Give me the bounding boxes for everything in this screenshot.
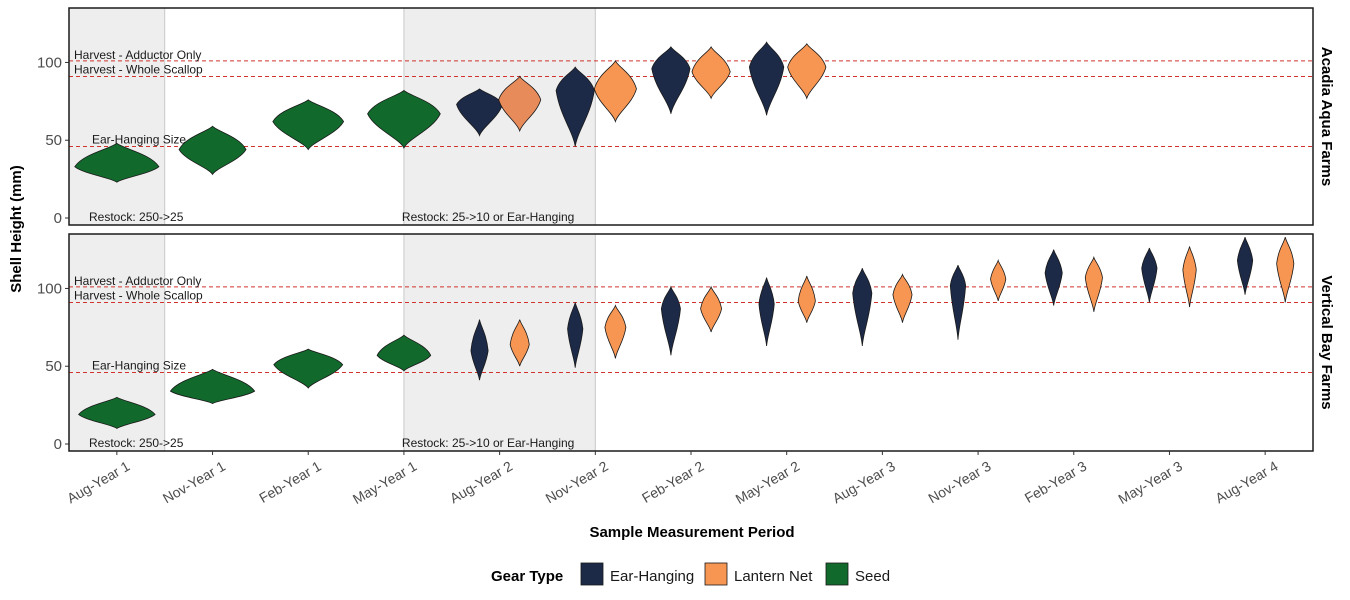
shaded-period-0 bbox=[68, 7, 166, 226]
violin-lantern-net bbox=[593, 59, 637, 124]
violin-seed bbox=[272, 99, 345, 151]
violin-lantern-net bbox=[700, 285, 723, 333]
violin-seed bbox=[169, 368, 256, 405]
violin-lantern-net bbox=[1182, 246, 1197, 308]
panel-strip-label: Acadia Aqua Farms bbox=[1318, 47, 1335, 187]
x-tick-label: May-Year 1 bbox=[350, 458, 420, 507]
violin-ear-hanging bbox=[758, 277, 775, 347]
y-tick-label: 100 bbox=[37, 54, 62, 71]
panel-border bbox=[68, 7, 1314, 226]
legend-title: Gear Type bbox=[491, 568, 563, 585]
shaded-period-label: Restock: 25->10 or Ear-Hanging bbox=[402, 436, 574, 450]
violin-ear-hanging bbox=[949, 264, 967, 340]
shaded-period-label: Restock: 250->25 bbox=[89, 210, 184, 224]
x-tick-label: May-Year 2 bbox=[733, 458, 803, 507]
legend-label: Ear-Hanging bbox=[610, 568, 694, 585]
x-tick-label: May-Year 3 bbox=[1115, 458, 1185, 507]
reference-line-label: Harvest - Whole Scallop bbox=[74, 62, 203, 76]
violin-ear-hanging bbox=[1141, 247, 1158, 303]
violin-ear-hanging bbox=[852, 268, 873, 347]
reference-line-label: Harvest - Adductor Only bbox=[74, 48, 201, 62]
panel-background bbox=[69, 8, 1313, 225]
violin-lantern-net bbox=[498, 75, 542, 133]
legend-label: Seed bbox=[855, 568, 890, 585]
x-tick-label: Aug-Year 3 bbox=[830, 458, 898, 507]
violin-lantern-net bbox=[797, 275, 816, 323]
violin-ear-hanging bbox=[555, 66, 595, 147]
x-axis-ticks: Aug-Year 1 Nov-Year 1 Feb-Year 1 May-Year 1… bbox=[64, 451, 1281, 507]
legend-key-ear-hanging bbox=[580, 562, 604, 586]
shaded-period-label: Restock: 25->10 or Ear-Hanging bbox=[402, 210, 574, 224]
x-tick-label: Nov-Year 3 bbox=[925, 458, 993, 507]
violin-lantern-net bbox=[509, 319, 530, 367]
violin-seed bbox=[178, 125, 247, 176]
violin-ear-hanging bbox=[1044, 249, 1063, 306]
violin-lantern-net bbox=[604, 304, 627, 359]
x-tick-label: Feb-Year 2 bbox=[639, 458, 707, 506]
reference-line-label: Harvest - Adductor Only bbox=[74, 274, 201, 288]
violin-lantern-net bbox=[990, 258, 1007, 301]
panel-1: Restock: 250->25 Restock: 25->10 or Ear-H… bbox=[37, 233, 1335, 453]
violin-ear-hanging bbox=[470, 319, 489, 381]
violin-ear-hanging bbox=[748, 41, 785, 116]
violin-lantern-net bbox=[787, 42, 827, 100]
x-tick-label: Nov-Year 2 bbox=[543, 458, 611, 507]
violin-seed bbox=[78, 396, 156, 429]
reference-line-label: Ear-Hanging Size bbox=[92, 358, 186, 372]
violin-ear-hanging bbox=[1236, 237, 1254, 295]
y-tick-label: 0 bbox=[54, 436, 62, 453]
violin-ear-hanging bbox=[456, 88, 503, 137]
x-axis-title: Sample Measurement Period bbox=[589, 524, 794, 541]
legend-key-lantern-net bbox=[704, 562, 728, 586]
y-axis-title: Shell Height (mm) bbox=[8, 165, 25, 293]
reference-line-label: Ear-Hanging Size bbox=[92, 132, 186, 146]
legend-key-seed bbox=[825, 562, 849, 586]
shaded-period-1 bbox=[403, 233, 596, 452]
violin-lantern-net bbox=[691, 46, 731, 100]
violin-lantern-net bbox=[1276, 237, 1295, 303]
violin-ear-hanging bbox=[660, 285, 681, 356]
violin-ear-hanging bbox=[567, 302, 584, 368]
violin-seed bbox=[367, 89, 441, 149]
panel-strip-label: Vertical Bay Farms bbox=[1318, 275, 1335, 409]
violin-seed bbox=[74, 142, 160, 183]
reference-line-label: Harvest - Whole Scallop bbox=[74, 288, 203, 302]
legend-label: Lantern Net bbox=[734, 568, 813, 585]
panels: Restock: 250->25 Restock: 25->10 or Ear-H… bbox=[37, 7, 1335, 453]
violin-seed bbox=[273, 348, 344, 389]
x-tick-label: Aug-Year 4 bbox=[1212, 458, 1280, 507]
legend: Gear Type Ear-Hanging Lantern Net Seed bbox=[491, 562, 890, 586]
x-tick-label: Aug-Year 2 bbox=[447, 458, 515, 507]
y-tick-label: 100 bbox=[37, 280, 62, 297]
x-tick-label: Feb-Year 3 bbox=[1022, 458, 1090, 506]
violin-ear-hanging bbox=[651, 46, 691, 114]
x-tick-label: Aug-Year 1 bbox=[64, 458, 132, 507]
shaded-period-label: Restock: 250->25 bbox=[89, 436, 184, 450]
violin-lantern-net bbox=[1084, 255, 1103, 312]
violin-lantern-net bbox=[892, 273, 913, 323]
y-tick-label: 0 bbox=[54, 210, 62, 227]
x-tick-label: Feb-Year 1 bbox=[256, 458, 324, 506]
y-tick-label: 50 bbox=[45, 358, 62, 375]
panel-background bbox=[69, 234, 1313, 451]
violin-seed bbox=[376, 334, 432, 372]
panel-0: Restock: 250->25 Restock: 25->10 or Ear-H… bbox=[37, 7, 1335, 227]
x-tick-label: Nov-Year 1 bbox=[160, 458, 228, 507]
y-tick-label: 50 bbox=[45, 132, 62, 149]
